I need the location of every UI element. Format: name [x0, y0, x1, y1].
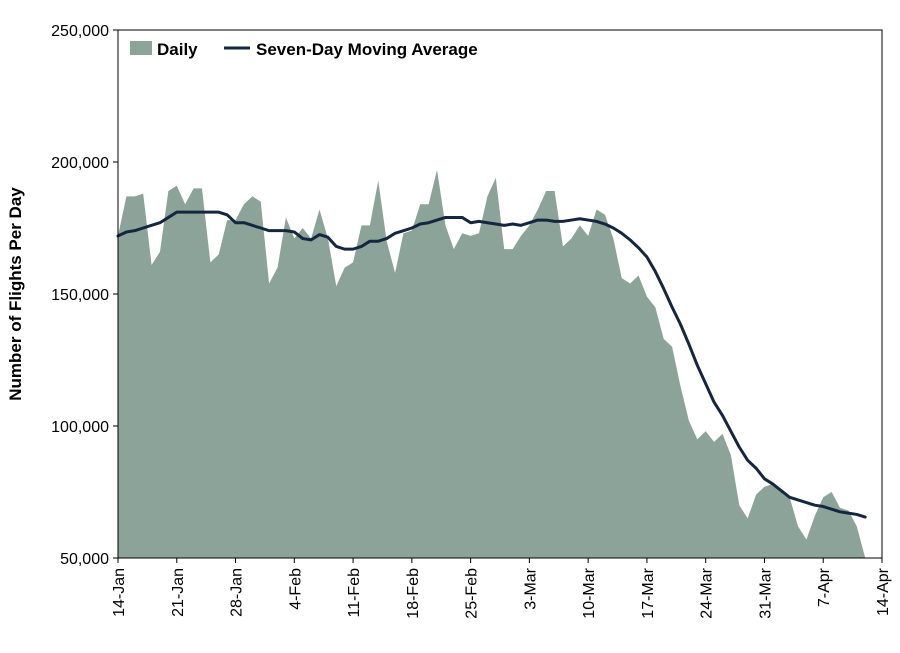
x-tick-label: 10-Mar — [581, 567, 598, 618]
x-tick-label: 11-Feb — [346, 568, 363, 618]
y-tick-label: 50,000 — [60, 551, 109, 568]
x-tick-label: 28-Jan — [229, 568, 246, 617]
x-tick-label: 7-Apr — [816, 567, 833, 607]
y-tick-label: 200,000 — [51, 155, 109, 172]
x-tick-label: 31-Mar — [757, 567, 774, 618]
moving-average-line — [116, 210, 867, 519]
legend: Daily Seven-Day Moving Average — [130, 40, 478, 59]
x-tick-label: 18-Feb — [405, 568, 422, 619]
y-tick-label: 250,000 — [51, 23, 109, 40]
y-tick-label: 100,000 — [51, 419, 109, 436]
y-axis-title: Number of Flights Per Day — [6, 187, 25, 401]
x-tick-label: 17-Mar — [640, 567, 657, 618]
daily-area — [118, 169, 866, 559]
x-tick-label: 25-Feb — [464, 568, 481, 619]
x-tick-label: 3-Mar — [522, 567, 539, 609]
x-tick-label: 14-Apr — [875, 567, 892, 616]
x-tick-label: 14-Jan — [111, 568, 128, 617]
y-tick-label: 150,000 — [51, 287, 109, 304]
x-tick-label: 21-Jan — [170, 568, 187, 617]
legend-label-average: Seven-Day Moving Average — [256, 40, 478, 59]
legend-swatch-daily — [130, 41, 152, 55]
x-tick-label: 4-Feb — [287, 568, 304, 610]
legend-label-daily: Daily — [157, 40, 198, 59]
x-tick-label: 24-Mar — [699, 567, 716, 618]
